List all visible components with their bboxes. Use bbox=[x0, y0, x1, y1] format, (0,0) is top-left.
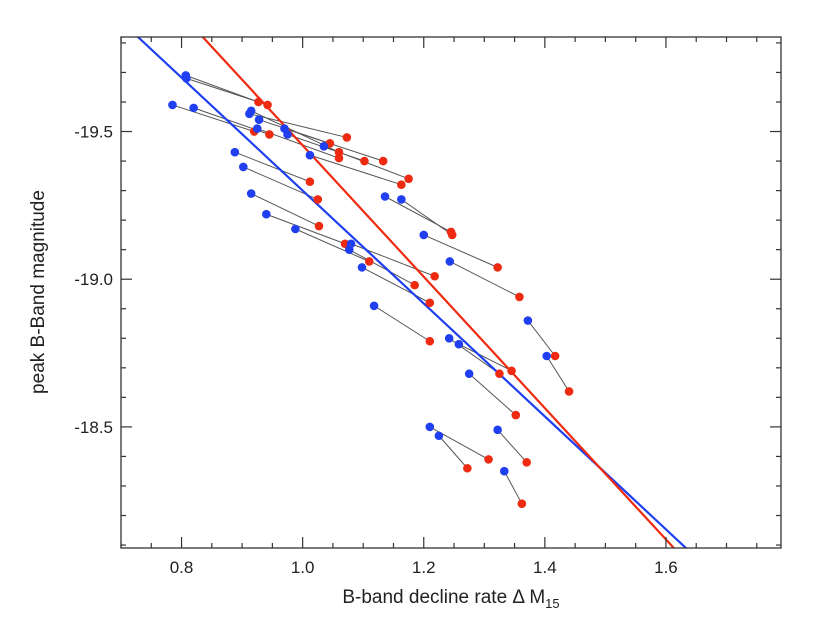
x-axis-label: B-band decline rate Δ M15 bbox=[342, 587, 559, 611]
blue-point-29 bbox=[542, 351, 551, 361]
x-tick-label: 1.6 bbox=[654, 558, 678, 577]
pair-line-11 bbox=[309, 154, 402, 186]
blue-point-12 bbox=[230, 147, 240, 157]
red-point-22 bbox=[493, 263, 502, 272]
red-point-20 bbox=[410, 280, 419, 290]
red-point-18 bbox=[364, 257, 374, 266]
red-point-13 bbox=[313, 195, 323, 204]
y-axis-label: peak B-Band magnitude bbox=[28, 190, 49, 394]
red-point-21 bbox=[425, 298, 435, 308]
red-point-1 bbox=[263, 100, 272, 110]
pair-line-12 bbox=[234, 151, 311, 183]
red-point-9 bbox=[360, 156, 369, 166]
blue-point-28 bbox=[523, 316, 533, 325]
red-point-30 bbox=[484, 455, 493, 464]
pair-line-1 bbox=[186, 77, 268, 106]
blue-point-5 bbox=[246, 106, 256, 116]
red-point-31 bbox=[463, 463, 472, 473]
blue-point-27 bbox=[464, 369, 474, 379]
fit-lines bbox=[137, 37, 687, 548]
blue-point-33 bbox=[499, 466, 509, 476]
blue-point-11 bbox=[305, 150, 315, 160]
blue-point-32 bbox=[493, 425, 502, 435]
red-point-16 bbox=[447, 230, 457, 240]
red-point-11 bbox=[397, 180, 406, 189]
red-point-3 bbox=[265, 130, 274, 139]
blue-point-26 bbox=[454, 339, 464, 349]
pair-line-22 bbox=[423, 234, 498, 268]
blue-point-3 bbox=[189, 103, 198, 113]
red-fit-line bbox=[201, 37, 675, 548]
pair-line-16 bbox=[401, 199, 453, 236]
blue-point-18 bbox=[291, 224, 300, 234]
blue-point-17 bbox=[262, 209, 271, 219]
blue-point-21 bbox=[357, 263, 367, 272]
red-point-29 bbox=[564, 387, 574, 396]
blue-point-13 bbox=[239, 162, 248, 172]
blue-point-22 bbox=[419, 230, 429, 240]
red-point-7 bbox=[334, 153, 344, 163]
blue-point-23 bbox=[445, 257, 455, 266]
plot-frame bbox=[120, 36, 782, 549]
red-point-5 bbox=[334, 147, 344, 157]
blue-point-31 bbox=[434, 431, 444, 441]
red-point-4 bbox=[342, 133, 352, 142]
red-point-25 bbox=[495, 369, 504, 379]
red-point-12 bbox=[305, 177, 315, 187]
pair-line-31 bbox=[438, 435, 468, 469]
axis-ticks bbox=[120, 37, 781, 548]
blue-point-15 bbox=[380, 192, 390, 201]
pair-line-28 bbox=[527, 320, 556, 357]
red-point-32 bbox=[522, 458, 531, 467]
blue-point-24 bbox=[369, 301, 379, 311]
y-tick-label: -19.0 bbox=[74, 270, 113, 289]
red-point-14 bbox=[314, 221, 324, 231]
red-point-26 bbox=[507, 366, 516, 376]
red-point-10 bbox=[404, 174, 413, 184]
red-point-19 bbox=[430, 271, 439, 281]
x-tick-label: 1.0 bbox=[291, 558, 315, 577]
blue-point-16 bbox=[397, 195, 406, 204]
blue-point-9 bbox=[283, 130, 292, 139]
blue-point-30 bbox=[425, 422, 435, 432]
blue-point-14 bbox=[246, 189, 256, 198]
blue-point-10 bbox=[319, 141, 329, 151]
x-tick-label: 1.2 bbox=[412, 558, 436, 577]
pair-line-17 bbox=[266, 213, 346, 245]
pair-line-24 bbox=[373, 305, 431, 342]
red-point-27 bbox=[511, 410, 521, 420]
pair-line-21 bbox=[361, 266, 431, 304]
blue-point-1 bbox=[182, 74, 191, 83]
pair-line-32 bbox=[497, 429, 528, 463]
pair-line-20 bbox=[349, 249, 415, 286]
data-points bbox=[168, 71, 574, 508]
pair-lines bbox=[172, 74, 570, 504]
pair-line-27 bbox=[468, 373, 517, 416]
x-tick-label: 0.8 bbox=[170, 558, 194, 577]
pair-line-2 bbox=[172, 104, 255, 132]
blue-point-20 bbox=[344, 245, 354, 254]
pair-line-33 bbox=[503, 470, 523, 504]
blue-point-6 bbox=[254, 115, 264, 125]
pair-line-23 bbox=[449, 261, 520, 298]
pair-line-18 bbox=[295, 228, 370, 262]
blue-point-7 bbox=[252, 124, 262, 133]
pair-line-14 bbox=[250, 193, 320, 227]
red-point-33 bbox=[517, 499, 527, 508]
blue-point-2 bbox=[168, 100, 177, 110]
tick-labels: 0.8 1.0 1.2 1.4 1.6 -19.5 -19.0 -18.5 bbox=[74, 123, 678, 577]
red-point-28 bbox=[550, 351, 560, 361]
blue-point-25 bbox=[444, 333, 454, 343]
y-tick-label: -18.5 bbox=[74, 418, 113, 437]
red-point-24 bbox=[425, 336, 435, 346]
pair-line-26 bbox=[458, 343, 512, 372]
red-point-23 bbox=[515, 292, 524, 302]
pair-line-29 bbox=[546, 355, 570, 392]
x-tick-label: 1.4 bbox=[533, 558, 557, 577]
y-tick-label: -19.5 bbox=[74, 123, 113, 142]
red-point-8 bbox=[378, 156, 388, 166]
red-point-0 bbox=[254, 97, 263, 107]
